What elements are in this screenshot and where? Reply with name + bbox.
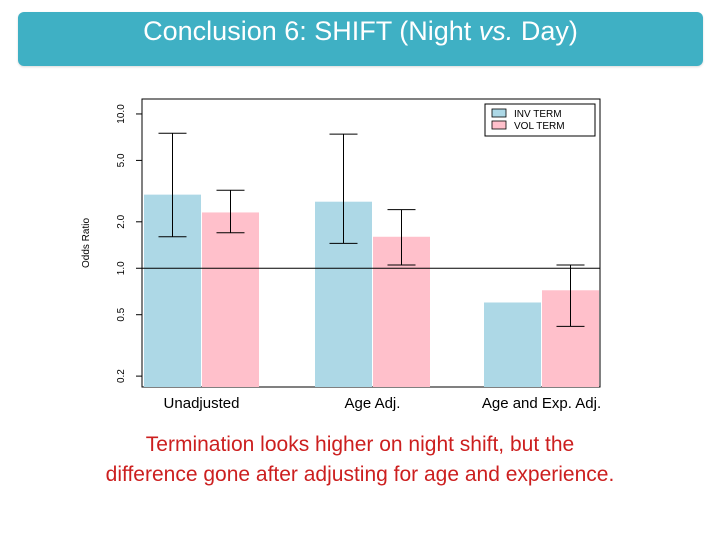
- y-tick-label: 10.0: [116, 104, 127, 124]
- bar-vol-term: [202, 212, 259, 387]
- y-tick-label: 0.2: [116, 369, 127, 383]
- y-axis-label: Odds Ratio: [81, 218, 92, 268]
- legend-label: INV TERM: [514, 109, 562, 120]
- title-vs: vs.: [478, 16, 514, 46]
- title-suffix: Day): [513, 16, 578, 46]
- odds-ratio-chart: 0.2 0.5 1.0 2.0 5.0 10.0 Odds Ratio Unadjusted A…: [81, 98, 601, 412]
- caption-line-2: difference gone after adjusting for age …: [105, 463, 615, 486]
- bar-inv-term: [484, 302, 541, 387]
- y-tick-label: 2.0: [116, 214, 127, 228]
- legend-swatch: [491, 120, 507, 130]
- y-tick-label: 1.0: [116, 261, 127, 275]
- caption-line-1: Termination looks higher on night shift,…: [145, 433, 575, 456]
- x-category-label: Age Adj.: [345, 395, 401, 412]
- y-tick-label: 5.0: [116, 153, 127, 167]
- legend-label: VOL TERM: [514, 121, 565, 132]
- x-category-label: Unadjusted: [164, 395, 240, 412]
- chart-container: 0.2 0.5 1.0 2.0 5.0 10.0 Odds Ratio Unadjusted A…: [75, 92, 645, 422]
- caption: Termination looks higher on night shift,…: [20, 430, 700, 490]
- title-prefix: Conclusion 6: SHIFT (Night: [143, 16, 479, 46]
- slide-title: Conclusion 6: SHIFT (Night vs. Day): [18, 12, 703, 50]
- y-tick-label: 0.5: [116, 307, 127, 321]
- x-category-label: Age and Exp. Adj.: [482, 395, 601, 412]
- title-bar: Conclusion 6: SHIFT (Night vs. Day): [18, 12, 703, 66]
- legend-swatch: [491, 108, 507, 118]
